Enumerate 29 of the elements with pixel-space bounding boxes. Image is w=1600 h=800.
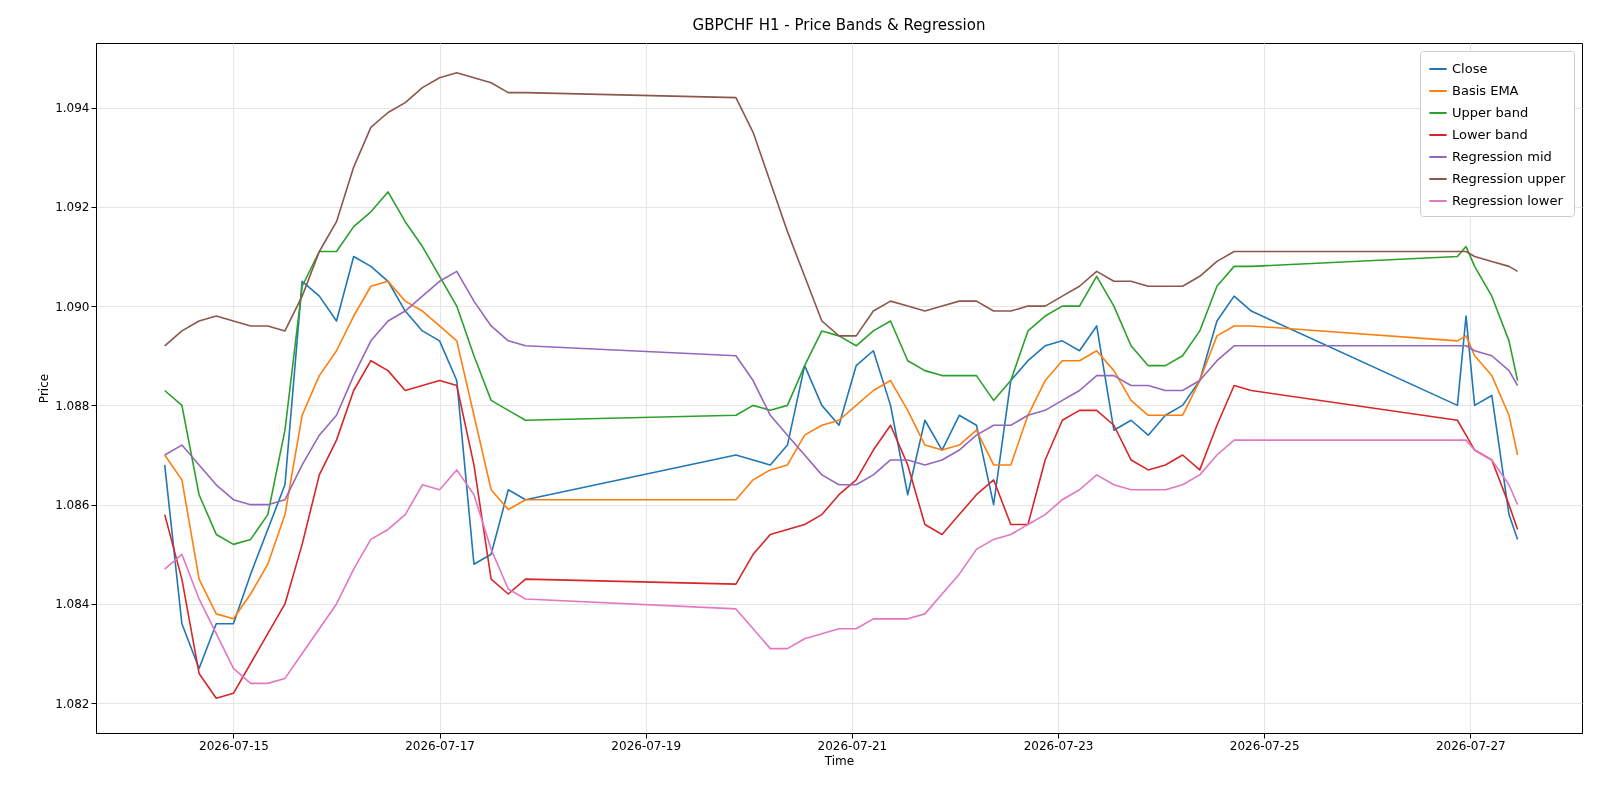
x-tick-label: 2026-07-23 bbox=[1023, 738, 1094, 753]
line-series bbox=[163, 439, 1519, 685]
y-tick-label: 1.084 bbox=[55, 597, 90, 612]
y-tick-label: 1.090 bbox=[55, 299, 90, 314]
x-tick-label: 2026-07-17 bbox=[405, 738, 475, 753]
legend-label: Basis EMA bbox=[1452, 83, 1519, 98]
y-tick-label: 1.094 bbox=[55, 101, 90, 116]
x-tick-label: 2026-07-25 bbox=[1229, 738, 1300, 753]
y-tick-label: 1.082 bbox=[55, 696, 90, 711]
legend-label: Close bbox=[1452, 61, 1488, 76]
y-axis-title: Price bbox=[37, 373, 52, 404]
legend-label: Regression lower bbox=[1452, 193, 1564, 208]
line-series bbox=[163, 270, 1519, 506]
legend-label: Lower band bbox=[1452, 127, 1528, 142]
line-series bbox=[163, 280, 1519, 620]
legend-label: Regression upper bbox=[1452, 171, 1566, 186]
y-tick-label: 1.086 bbox=[55, 498, 90, 513]
chart-title: GBPCHF H1 - Price Bands & Regression bbox=[692, 16, 986, 34]
line-series bbox=[163, 359, 1519, 700]
y-tick-label: 1.088 bbox=[55, 398, 90, 413]
x-tick-label: 2026-07-19 bbox=[611, 738, 682, 753]
x-tick-label: 2026-07-27 bbox=[1435, 738, 1506, 753]
x-axis-title: Time bbox=[823, 753, 855, 768]
line-series bbox=[163, 255, 1519, 670]
x-tick-label: 2026-07-15 bbox=[199, 738, 269, 753]
legend-label: Upper band bbox=[1452, 105, 1529, 120]
y-tick-label: 1.092 bbox=[55, 200, 90, 215]
legend-label: Regression mid bbox=[1452, 149, 1552, 164]
x-tick-label: 2026-07-21 bbox=[817, 738, 888, 753]
